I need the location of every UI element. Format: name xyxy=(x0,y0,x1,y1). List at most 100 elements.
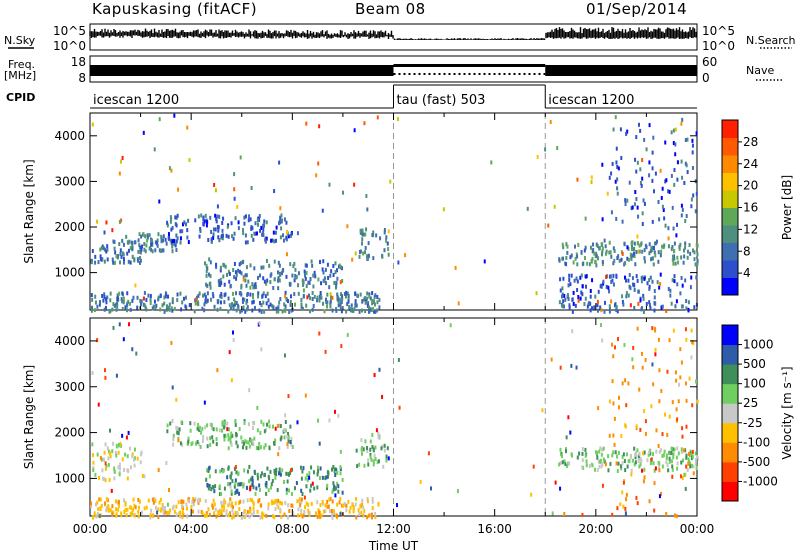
echo-cell xyxy=(204,498,207,503)
echo-cell xyxy=(186,228,189,233)
echo-cell xyxy=(258,498,261,503)
echo-cell xyxy=(288,509,291,514)
echo-cell xyxy=(685,214,688,219)
echo-cell xyxy=(239,155,242,160)
echo-cell xyxy=(608,240,611,245)
echo-cell xyxy=(127,299,130,304)
echo-cell xyxy=(376,295,379,300)
echo-cell xyxy=(182,296,185,301)
echo-cell xyxy=(270,482,273,487)
echo-cell xyxy=(218,484,221,489)
echo-cell xyxy=(339,306,342,311)
echo-cell xyxy=(613,258,616,263)
echo-cell xyxy=(374,457,377,462)
echo-cell xyxy=(212,235,215,240)
echo-cell xyxy=(243,215,246,220)
echo-cell xyxy=(139,249,142,254)
echo-cell xyxy=(586,261,589,266)
echo-cell xyxy=(260,503,263,508)
echo-cell xyxy=(211,435,214,440)
echo-cell xyxy=(363,121,366,126)
echo-cell xyxy=(239,499,242,504)
echo-cell xyxy=(208,282,211,287)
echo-cell xyxy=(686,467,689,472)
echo-cell xyxy=(336,481,339,486)
echo-cell xyxy=(335,280,338,285)
echo-cell xyxy=(333,468,336,473)
echo-cell xyxy=(653,295,656,300)
echo-cell xyxy=(637,122,640,127)
echo-cell xyxy=(329,292,332,297)
colorbar-tick-label: 16 xyxy=(743,201,758,215)
echo-cell xyxy=(559,365,562,370)
ylabel: Slant Range [km] xyxy=(22,365,36,469)
echo-cell xyxy=(201,511,204,516)
echo-cell xyxy=(140,247,143,252)
echo-cell xyxy=(221,420,224,425)
echo-cell xyxy=(263,279,266,284)
echo-cell xyxy=(584,245,587,250)
echo-cell xyxy=(300,302,303,307)
echo-cell xyxy=(162,238,165,243)
echo-cell xyxy=(218,238,221,243)
echo-cell xyxy=(114,250,117,255)
echo-cell xyxy=(287,472,290,477)
echo-cell xyxy=(590,180,593,185)
echo-cell xyxy=(293,292,296,297)
echo-cell xyxy=(122,257,125,262)
echo-cell xyxy=(658,494,661,499)
echo-cell xyxy=(143,474,146,479)
echo-cell xyxy=(284,290,287,295)
echo-cell xyxy=(283,428,286,433)
echo-cell xyxy=(201,439,204,444)
echo-cell xyxy=(193,498,196,503)
echo-cell xyxy=(653,289,656,294)
echo-cell xyxy=(264,294,267,299)
echo-cell xyxy=(109,508,112,513)
echo-cell xyxy=(642,451,645,456)
echo-cell xyxy=(287,488,290,493)
echo-cell xyxy=(334,470,337,475)
echo-cell xyxy=(252,295,255,300)
echo-cell xyxy=(134,283,137,288)
echo-cell xyxy=(304,393,307,398)
echo-cell xyxy=(594,260,597,265)
echo-cell xyxy=(612,354,615,359)
echo-cell xyxy=(145,505,148,510)
echo-cell xyxy=(594,294,597,299)
echo-cell xyxy=(177,431,180,436)
echo-cell xyxy=(229,436,232,441)
echo-cell xyxy=(658,450,661,455)
echo-cell xyxy=(273,277,276,282)
plot-area xyxy=(89,317,698,517)
echo-cell xyxy=(115,453,118,458)
echo-cell xyxy=(358,512,361,517)
echo-cell xyxy=(323,509,326,514)
echo-cell xyxy=(103,450,106,455)
echo-cell xyxy=(651,279,654,284)
echo-cell xyxy=(220,292,223,297)
echo-cell xyxy=(318,441,321,446)
echo-cell xyxy=(141,473,144,478)
echo-cell xyxy=(322,301,325,306)
echo-cell xyxy=(312,470,315,475)
echo-cell xyxy=(659,281,662,286)
echo-cell xyxy=(131,347,134,352)
echo-cell xyxy=(638,249,641,254)
echo-cell xyxy=(225,509,228,514)
echo-cell xyxy=(368,305,371,310)
echo-cell xyxy=(159,248,162,253)
echo-cell xyxy=(606,191,609,196)
echo-cell xyxy=(219,306,222,311)
echo-cell xyxy=(157,514,160,519)
echo-cell xyxy=(251,293,254,298)
echo-cell xyxy=(395,503,398,508)
echo-cell xyxy=(114,499,117,504)
echo-cell xyxy=(129,465,132,470)
echo-cell xyxy=(278,160,281,165)
echo-cell xyxy=(242,277,245,282)
echo-cell xyxy=(617,450,620,455)
echo-cell xyxy=(176,292,179,297)
echo-cell xyxy=(345,309,348,314)
echo-cell xyxy=(246,305,249,310)
